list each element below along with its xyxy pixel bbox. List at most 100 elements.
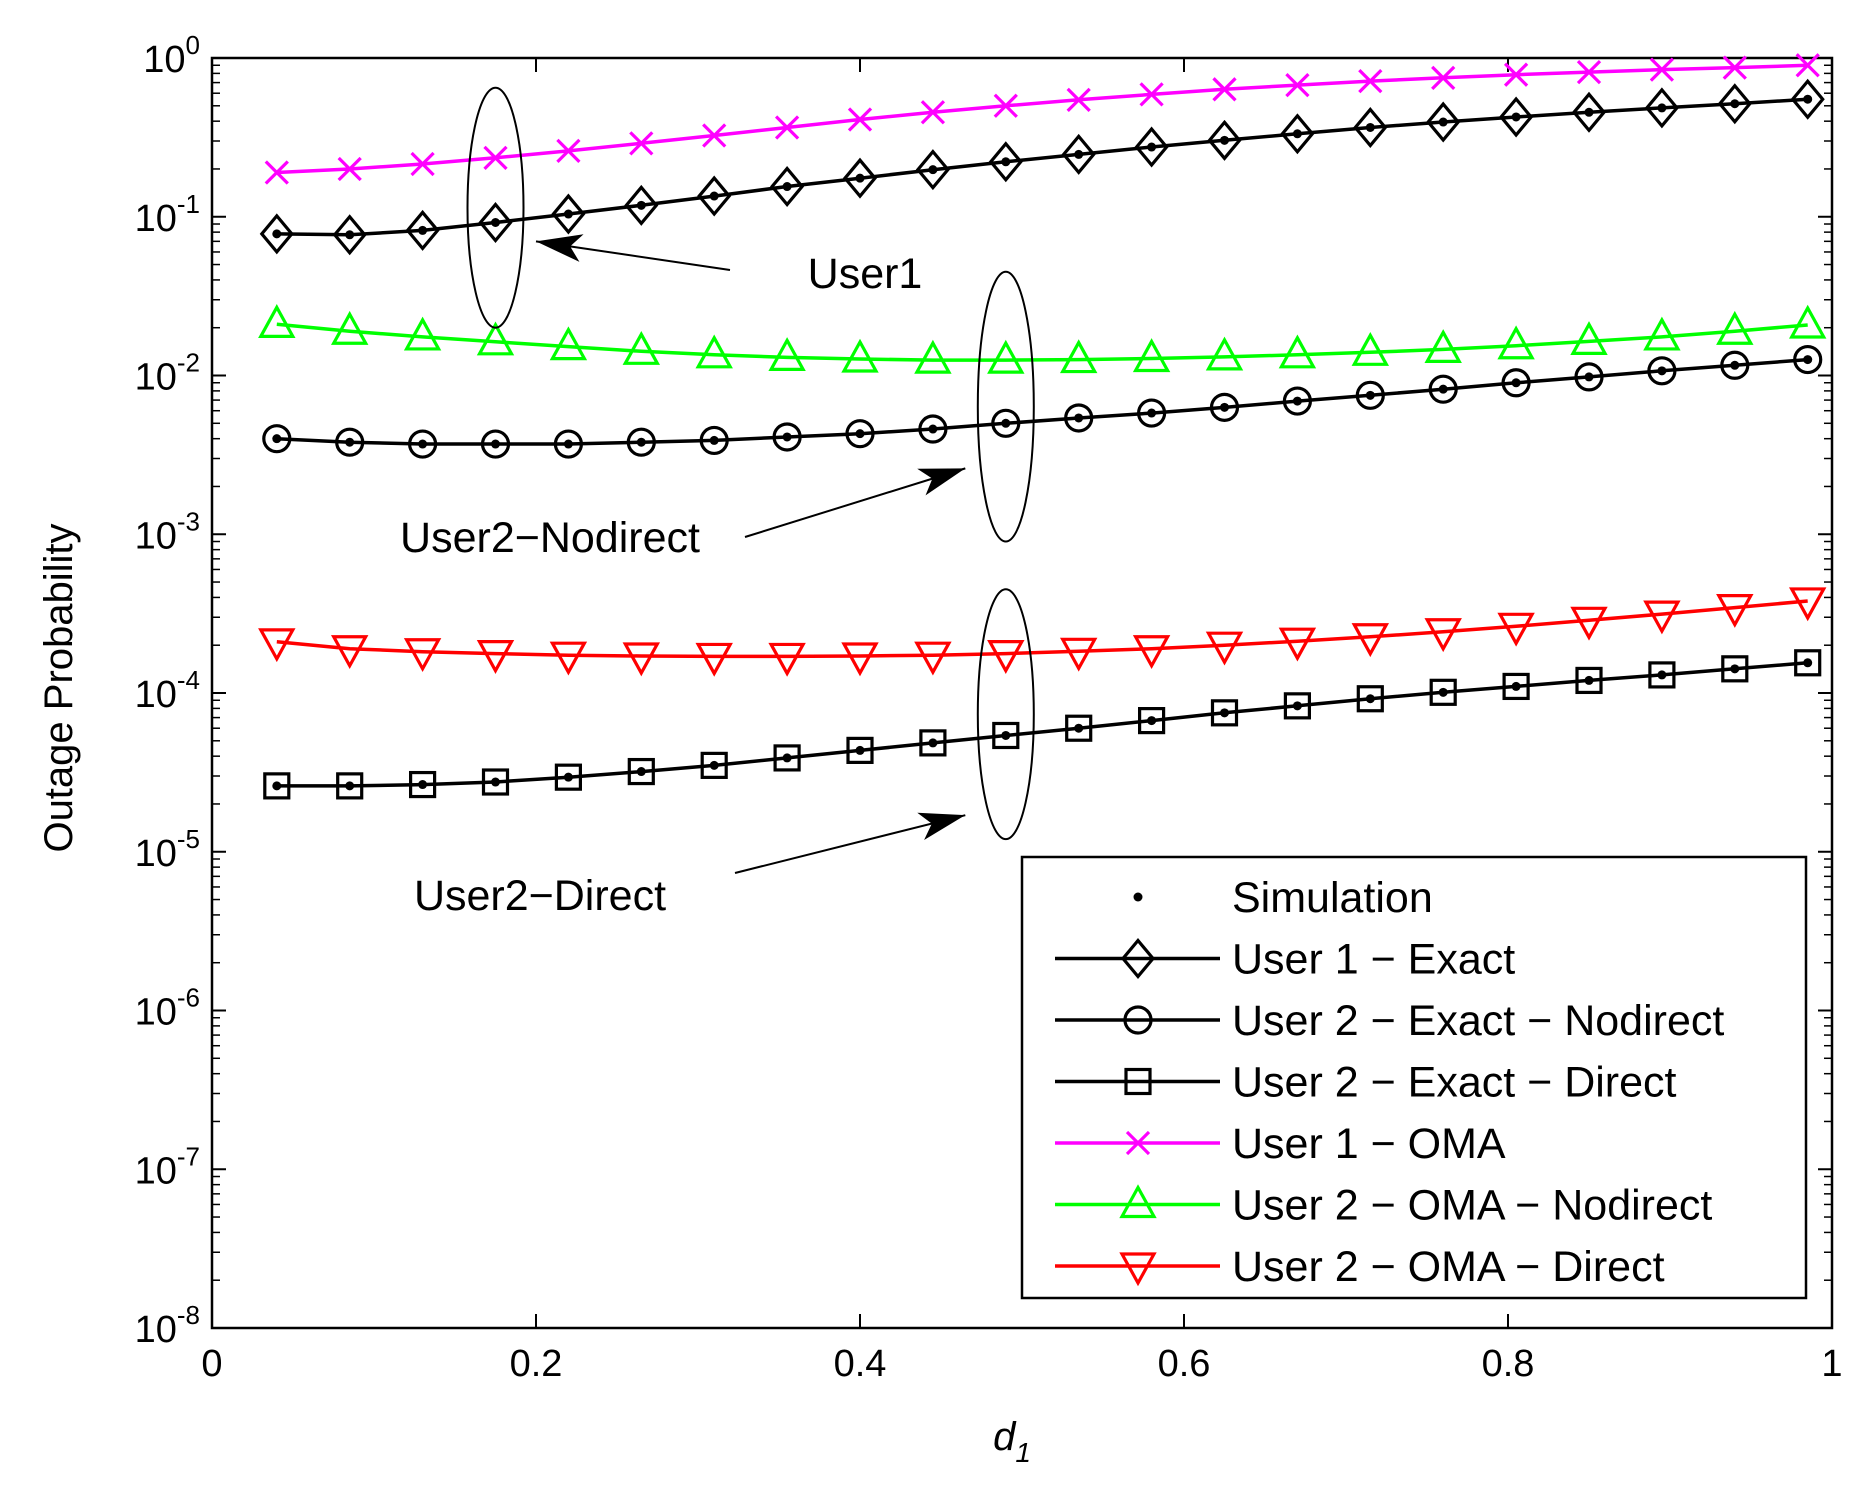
data-point-user-2-oma-direct xyxy=(1424,618,1462,653)
data-point-user-2-oma-direct xyxy=(549,641,588,676)
simulation-point-user-2-exact-direct xyxy=(782,753,792,763)
y-tick-label: 10-3 xyxy=(135,506,200,557)
data-point-user-2-exact-nodirect xyxy=(1574,362,1604,392)
simulation-point-user-2-exact-nodirect xyxy=(418,439,428,449)
data-point-user-2-oma-direct xyxy=(914,641,952,676)
data-point-user-2-exact-nodirect xyxy=(1064,403,1094,433)
simulation-point-user-2-exact-nodirect xyxy=(345,437,355,447)
simulation-point-user-1-exact xyxy=(1657,103,1667,113)
data-point-user-1-oma xyxy=(1649,57,1675,82)
data-point-user-2-oma-direct xyxy=(1205,631,1244,666)
tick-labels: 0 0.2 0.4 0.6 0.8 1 100 10-1 10-2 10-3 10-4 10-5 10-… xyxy=(135,30,1843,1385)
data-point-user-1-oma xyxy=(1139,82,1164,107)
data-point-user-1-oma-stroke xyxy=(1285,72,1310,98)
data-point-user-2-exact-nodirect xyxy=(1720,350,1750,380)
y-tick-label: 10-2 xyxy=(135,348,200,399)
data-point-user-1-oma-stroke xyxy=(847,107,873,132)
simulation-point-user-1-exact xyxy=(1511,112,1521,122)
annotation-ellipse xyxy=(976,270,1035,543)
data-point-user-1-exact xyxy=(915,149,950,191)
data-point-user-2-oma-nodirect xyxy=(987,339,1025,374)
simulation-point-user-2-exact-direct xyxy=(928,738,938,748)
data-point-user-1-oma xyxy=(920,100,946,125)
data-point-user-1-oma xyxy=(1576,59,1602,85)
data-point-user-2-oma-direct xyxy=(258,628,296,663)
data-point-user-1-oma xyxy=(1431,65,1456,90)
data-point-user-2-exact-nodirect xyxy=(1209,392,1240,422)
data-point-user-2-oma-nodirect xyxy=(476,321,515,356)
simulation-point-user-1-exact xyxy=(1730,99,1740,109)
data-point-user-1-oma-stroke xyxy=(264,160,289,185)
simulation-point-user-1-exact xyxy=(491,217,500,227)
data-point-user-2-oma-nodirect xyxy=(1205,336,1244,371)
data-point-user-2-oma-direct xyxy=(1643,600,1681,635)
series-user-1-oma xyxy=(264,53,1820,185)
simulation-point-user-1-exact xyxy=(418,225,428,235)
annotation-arrow-head xyxy=(536,234,584,262)
data-point-user-1-oma-stroke xyxy=(1649,57,1675,82)
y-tick-label: 10-7 xyxy=(135,1141,200,1192)
data-point-user-2-exact-nodirect xyxy=(991,408,1021,438)
data-point-user-1-exact xyxy=(1571,91,1607,133)
data-point-user-1-oma-stroke xyxy=(1212,77,1237,102)
data-point-user-1-exact xyxy=(259,213,294,255)
y-tick-label: 10-8 xyxy=(135,1300,200,1351)
data-point-user-1-exact xyxy=(1061,133,1096,175)
legend-label: Simulation xyxy=(1232,874,1433,922)
simulation-point-user-2-exact-nodirect xyxy=(1657,366,1667,376)
data-point-user-2-oma-direct xyxy=(768,642,806,677)
data-point-user-2-exact-nodirect xyxy=(480,429,511,459)
legend-marker xyxy=(1119,1252,1157,1287)
data-point-user-1-oma-stroke xyxy=(556,138,581,164)
data-point-user-2-exact-direct xyxy=(1356,685,1384,713)
simulation-point-user-2-exact-direct xyxy=(1292,701,1302,711)
data-point-user-1-oma xyxy=(1795,53,1820,78)
simulation-point-user-2-exact-nodirect xyxy=(855,429,865,439)
data-point-user-2-oma-nodirect xyxy=(1570,321,1608,355)
annotation-ellipse xyxy=(976,588,1035,841)
data-point-user-2-exact-direct xyxy=(627,757,655,786)
y-tick-label: 10-6 xyxy=(135,983,200,1034)
data-point-user-2-oma-direct xyxy=(330,635,369,670)
data-point-user-2-oma-direct xyxy=(695,642,733,677)
data-point-user-2-oma-direct xyxy=(987,640,1025,674)
data-point-user-2-oma-direct xyxy=(841,642,879,677)
data-point-user-2-exact-direct xyxy=(1648,661,1676,689)
legend-entry: User 1 − OMA xyxy=(1055,1120,1506,1168)
data-point-user-1-oma-stroke xyxy=(920,100,946,125)
legend-entry: User 1 − Exact xyxy=(1055,936,1515,984)
data-point-user-2-exact-direct xyxy=(1283,692,1312,720)
data-point-user-2-exact-direct xyxy=(1137,707,1166,735)
simulation-point-user-1-exact xyxy=(928,165,938,175)
data-point-user-2-oma-nodirect xyxy=(330,310,369,345)
data-point-user-2-exact-nodirect xyxy=(1428,374,1458,404)
data-point-user-1-exact xyxy=(551,193,586,235)
simulation-point-user-2-exact-nodirect xyxy=(1001,418,1011,428)
data-point-user-2-oma-nodirect xyxy=(1643,316,1681,351)
y-tick-label: 10-1 xyxy=(135,189,200,240)
simulation-point-user-1-exact xyxy=(1584,107,1594,117)
simulation-point-user-2-exact-direct xyxy=(1584,675,1594,685)
data-point-user-1-oma-stroke xyxy=(410,151,435,177)
data-point-user-1-oma xyxy=(1212,77,1237,102)
data-point-user-2-oma-nodirect xyxy=(768,337,806,372)
simulation-point-user-2-exact-direct xyxy=(855,745,865,755)
legend-marker xyxy=(1124,1067,1152,1096)
series-line-user-2-exact-direct xyxy=(276,661,1808,788)
data-point-user-1-oma-stroke xyxy=(993,93,1018,118)
data-point-user-1-oma xyxy=(556,138,581,164)
data-point-user-1-oma-stroke xyxy=(774,115,800,140)
data-point-user-2-exact-direct xyxy=(554,763,583,791)
legend-label: User 2 − OMA − Direct xyxy=(1232,1243,1665,1291)
x-tick-label: 0.2 xyxy=(510,1343,563,1385)
simulation-point-user-1-exact xyxy=(1147,142,1157,152)
simulation-point-user-2-exact-nodirect xyxy=(1292,396,1302,406)
legend-entry: User 2 − OMA − Nodirect xyxy=(1055,1182,1712,1230)
simulation-point-user-1-exact xyxy=(709,191,719,201)
simulation-point-user-1-exact xyxy=(1365,122,1375,132)
data-point-user-2-oma-nodirect xyxy=(622,331,661,365)
simulation-point-user-2-exact-direct xyxy=(1220,708,1229,718)
data-point-user-1-oma-stroke xyxy=(629,131,654,156)
series-user-1-exact xyxy=(259,78,1825,256)
data-point-user-2-oma-nodirect xyxy=(1132,338,1171,373)
